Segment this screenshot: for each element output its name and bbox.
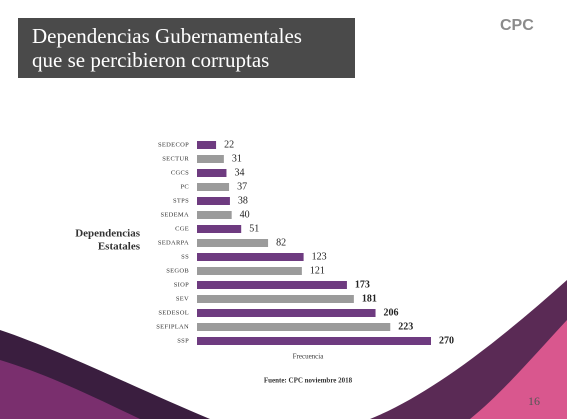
category-label: SEV [176, 295, 189, 302]
bar [197, 337, 431, 345]
x-axis-label: Frecuencia [293, 353, 325, 361]
value-label: 34 [234, 167, 244, 178]
page-number: 16 [528, 394, 540, 408]
value-label: 82 [276, 237, 286, 248]
category-label: STPS [173, 197, 189, 204]
category-label: SEDEMA [160, 211, 189, 218]
value-label: 40 [240, 209, 250, 220]
bar [197, 183, 230, 191]
category-label: SSP [177, 337, 189, 344]
bar [197, 253, 304, 261]
value-label: 173 [355, 279, 370, 290]
bar [197, 281, 347, 289]
y-axis-label: Estatales [98, 241, 141, 253]
category-label: PC [180, 183, 189, 190]
category-label: SEDECOP [158, 141, 189, 148]
source: Fuente: CPC noviembre 2018 [264, 377, 353, 385]
category-label: SEFIPLAN [156, 323, 189, 330]
value-label: 181 [362, 293, 377, 304]
value-label: 31 [232, 153, 242, 164]
value-label: 206 [384, 307, 399, 318]
bar [197, 309, 376, 317]
category-label: SS [181, 253, 189, 260]
bar [197, 225, 242, 233]
value-label: 37 [237, 181, 247, 192]
category-label: CGE [175, 225, 189, 232]
bar [197, 239, 269, 247]
decor-right-inner [470, 320, 567, 419]
bar [197, 141, 217, 149]
bar [197, 267, 302, 275]
value-label: 22 [224, 139, 234, 150]
value-label: 223 [398, 321, 413, 332]
bar [197, 169, 227, 177]
bar [197, 323, 391, 331]
category-label: SECTUR [162, 155, 189, 162]
value-label: 51 [249, 223, 259, 234]
category-label: SEGOB [166, 267, 189, 274]
category-label: SEDARPA [158, 239, 189, 246]
y-axis-label: Dependencias [75, 228, 141, 240]
bar [197, 211, 232, 219]
value-label: 121 [310, 265, 325, 276]
value-label: 38 [238, 195, 248, 206]
bar [197, 197, 230, 205]
title-box [18, 18, 355, 78]
category-label: SIOP [174, 281, 189, 288]
title-line: Dependencias Gubernamentales [32, 24, 302, 48]
bar [197, 295, 354, 303]
decor-left-inner [0, 360, 140, 419]
title-line: que se percibieron corruptas [32, 48, 269, 72]
value-label: 123 [312, 251, 327, 262]
bar [197, 155, 224, 163]
logo: CPC [500, 17, 534, 34]
category-label: CGCS [171, 169, 189, 176]
category-label: SEDESOL [158, 309, 189, 316]
value-label: 270 [439, 335, 454, 346]
